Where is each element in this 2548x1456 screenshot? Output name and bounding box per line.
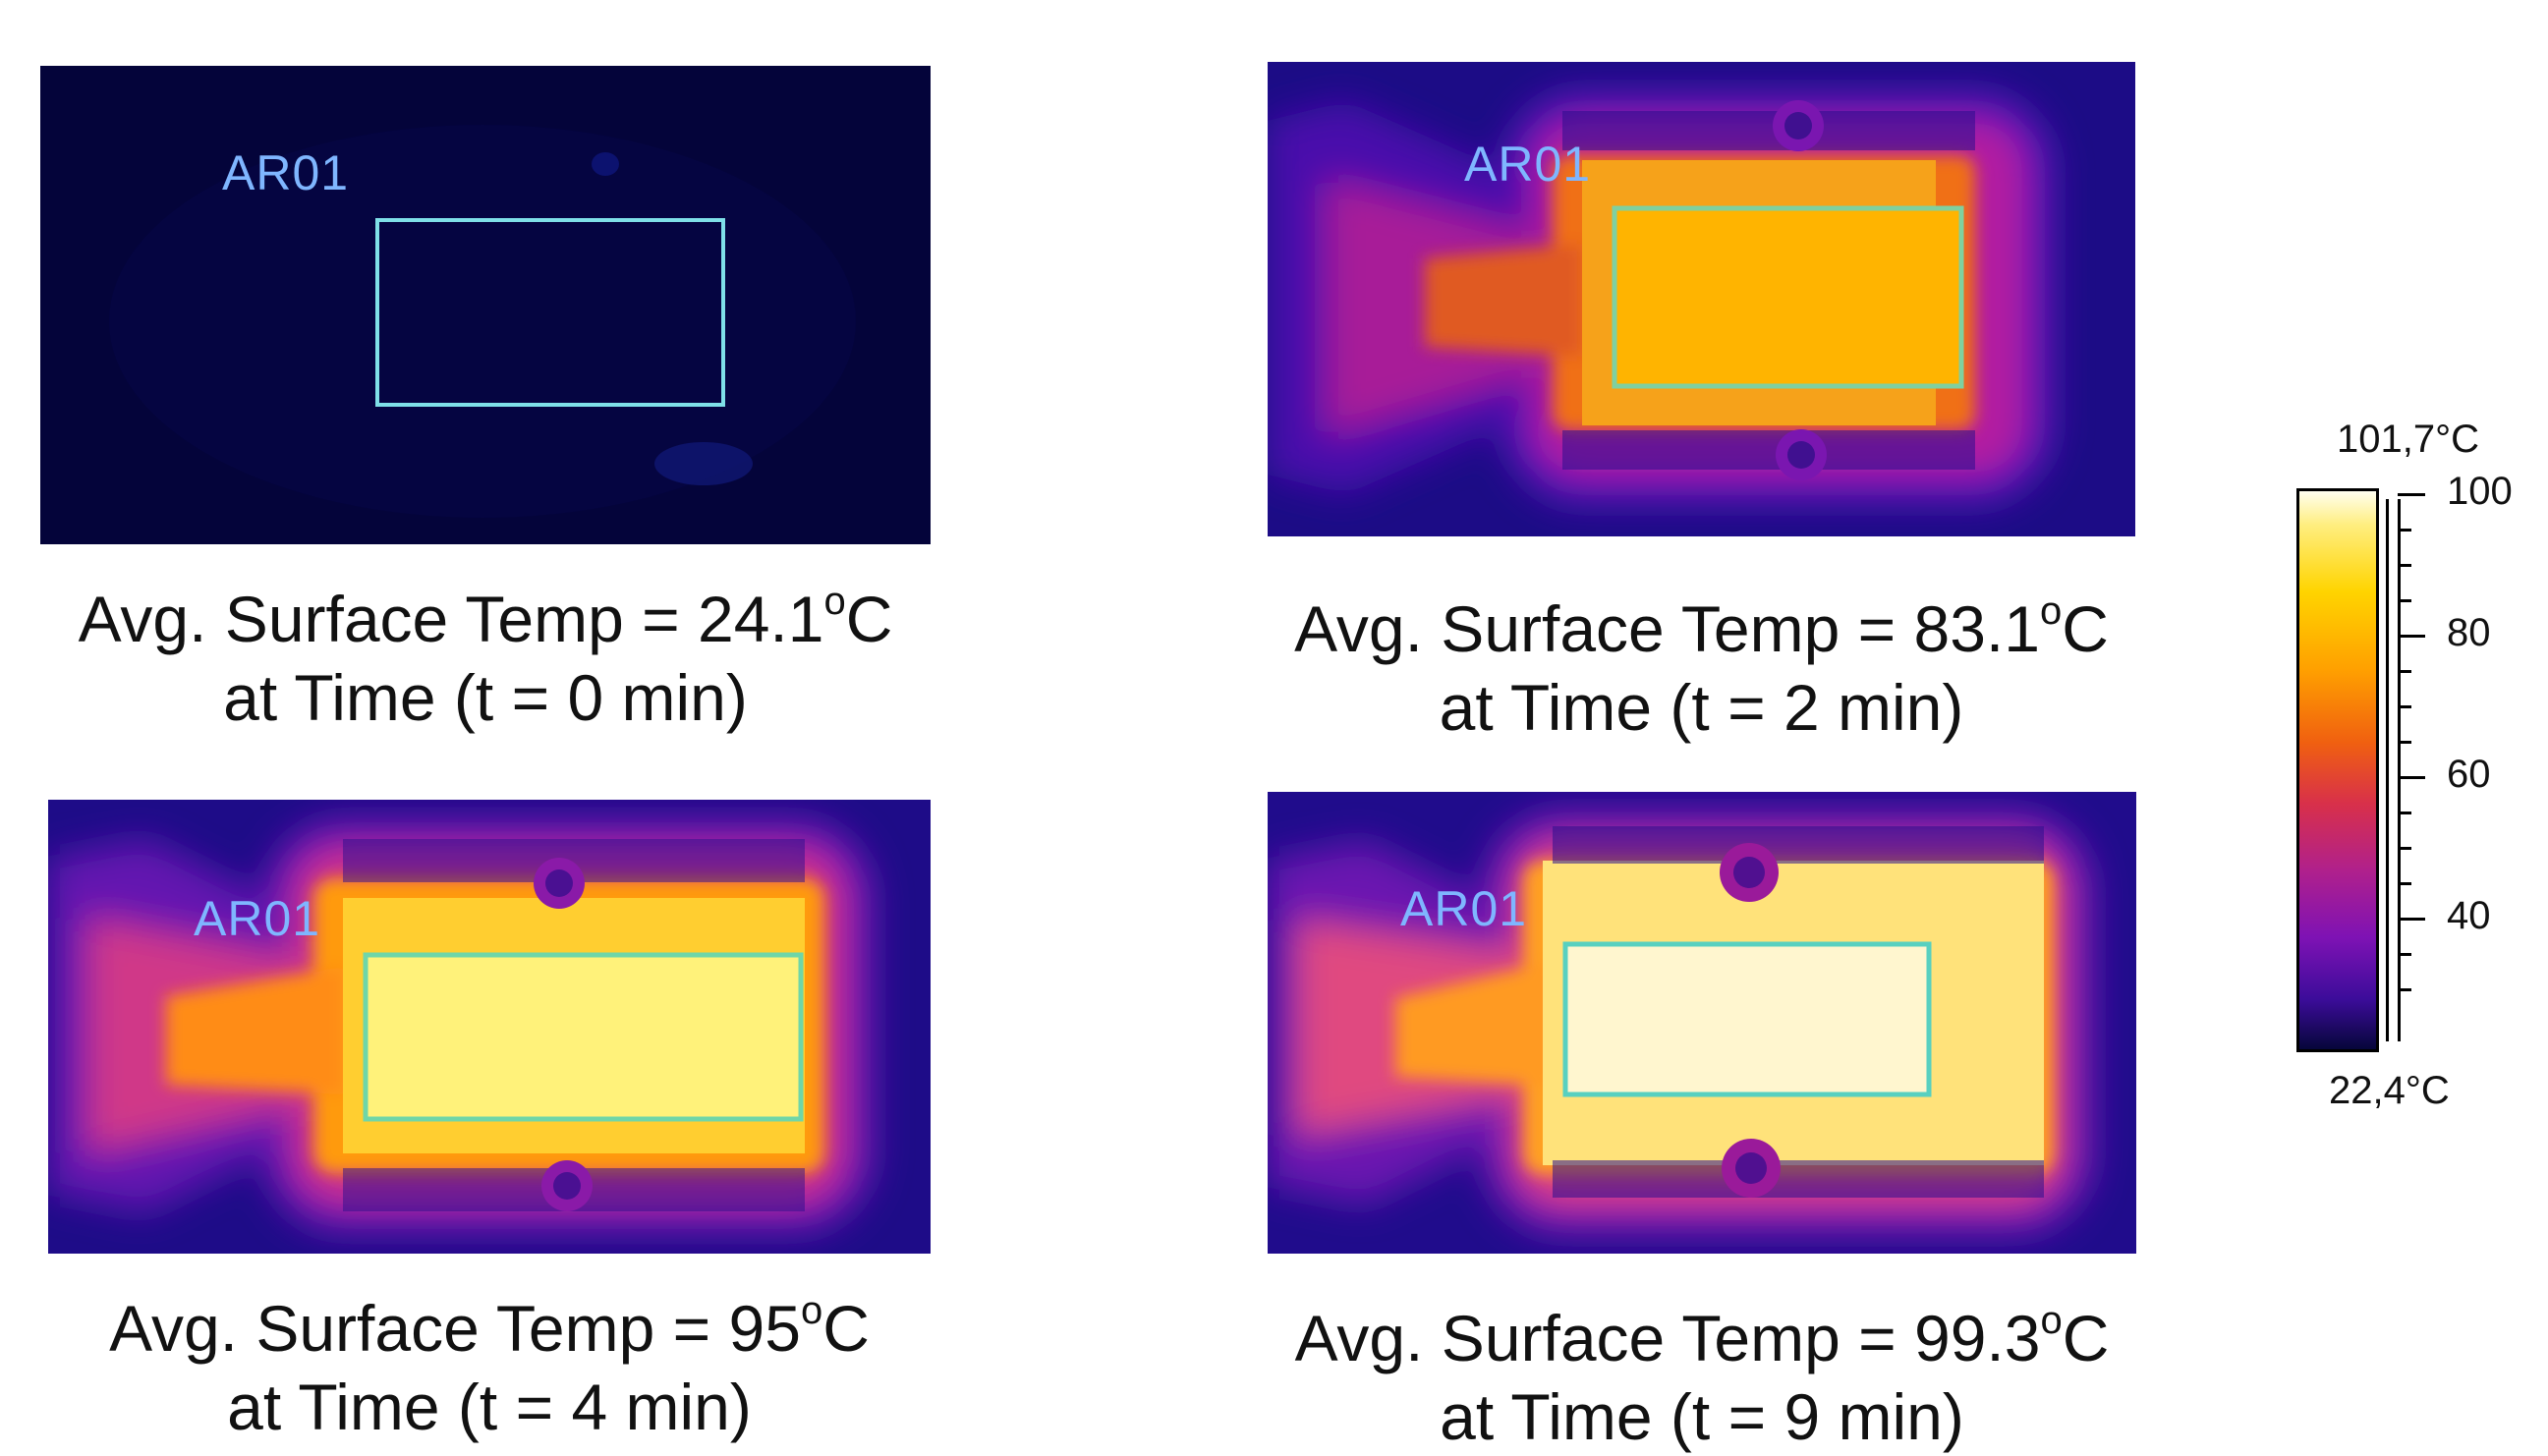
- roi-tag: AR01: [1400, 881, 1528, 936]
- scale-axis-line: [2398, 499, 2401, 1041]
- roi-tag: AR01: [194, 891, 321, 946]
- roi-box: [1562, 941, 1932, 1097]
- scale-min-label: 22,4°C: [2329, 1069, 2450, 1112]
- scale-tick-minor: [2398, 599, 2411, 602]
- scale-max-label: 101,7°C: [2337, 418, 2479, 461]
- scale-tick-major: [2398, 493, 2425, 496]
- scale-tick-major: [2398, 776, 2425, 779]
- thermal-image-t0: AR01: [40, 66, 931, 544]
- scale-tick-minor: [2398, 953, 2411, 956]
- caption-t9: Avg. Surface Temp = 99.3oC at Time (t = …: [1294, 1299, 2110, 1453]
- thermal-image-t9: AR01: [1268, 792, 2136, 1254]
- thermal-image-t2: AR01: [1268, 62, 2135, 536]
- scale-tick-minor: [2398, 564, 2411, 567]
- roi-box: [375, 218, 725, 407]
- scale-axis-line: [2386, 499, 2389, 1041]
- scale-tick-major: [2398, 918, 2425, 921]
- thermal-image-t4: AR01: [48, 800, 931, 1254]
- scale-tick-label: 40: [2447, 894, 2491, 937]
- scale-tick-minor: [2398, 705, 2411, 708]
- roi-tag: AR01: [222, 145, 350, 200]
- scale-tick-minor: [2398, 847, 2411, 850]
- scale-tick-label: 100: [2447, 470, 2513, 513]
- roi-box: [363, 952, 804, 1122]
- roi-box: [1612, 205, 1964, 389]
- scale-tick-minor: [2398, 670, 2411, 673]
- scale-tick-minor: [2398, 529, 2411, 532]
- scale-tick-minor: [2398, 988, 2411, 991]
- roi-tag: AR01: [1464, 137, 1592, 192]
- scale-tick-minor: [2398, 812, 2411, 814]
- scale-tick-label: 60: [2447, 753, 2491, 796]
- scale-tick-major: [2398, 635, 2425, 638]
- caption-t0: Avg. Surface Temp = 24.1oC at Time (t = …: [78, 580, 893, 734]
- scale-tick-label: 80: [2447, 611, 2491, 654]
- scale-tick-minor: [2398, 741, 2411, 744]
- caption-t4: Avg. Surface Temp = 95oC at Time (t = 4 …: [109, 1289, 870, 1443]
- color-scale-bar: [2296, 488, 2379, 1052]
- scale-tick-minor: [2398, 882, 2411, 885]
- caption-t2: Avg. Surface Temp = 83.1oC at Time (t = …: [1294, 589, 2109, 744]
